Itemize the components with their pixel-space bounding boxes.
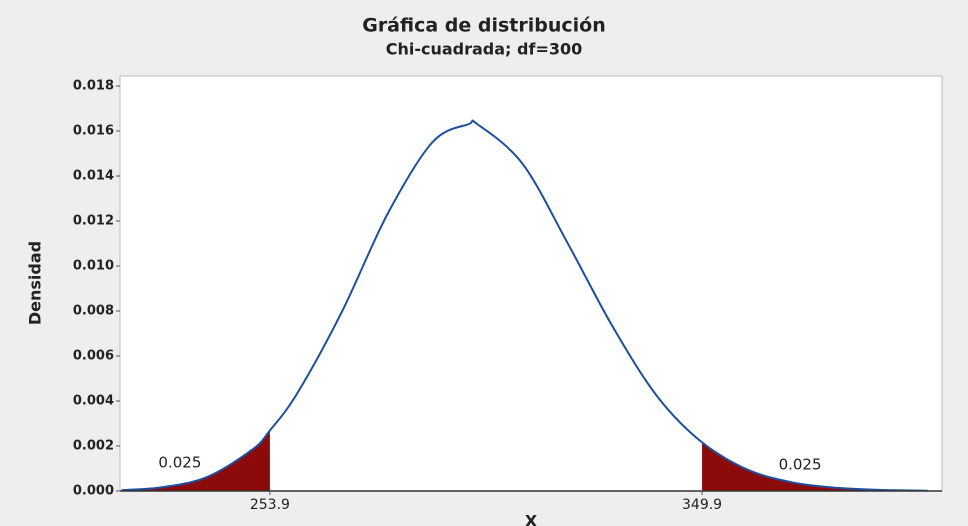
chart-title: Gráfica de distribución xyxy=(362,15,606,37)
y-tick-label: 0.010 xyxy=(73,259,114,274)
chart-subtitle: Chi-cuadrada; df=300 xyxy=(386,40,583,59)
x-tick-label: 253.9 xyxy=(250,497,290,513)
y-tick-label: 0.008 xyxy=(73,304,114,319)
y-tick-label: 0.016 xyxy=(73,124,114,139)
tail-area-label: 0.025 xyxy=(779,456,822,474)
tail-area-label: 0.025 xyxy=(158,454,201,472)
tail-area xyxy=(121,430,270,491)
y-tick-label: 0.014 xyxy=(73,169,114,184)
tail-area xyxy=(702,442,928,491)
y-tick-label: 0.012 xyxy=(73,214,114,229)
x-tick-label: 349.9 xyxy=(682,497,722,513)
y-tick-label: 0.000 xyxy=(73,484,114,499)
x-axis-label: X xyxy=(525,512,538,526)
y-tick-label: 0.004 xyxy=(73,394,114,409)
y-tick-label: 0.006 xyxy=(73,349,114,364)
density-curve xyxy=(121,119,928,491)
y-tick-label: 0.018 xyxy=(73,79,114,94)
plot-area xyxy=(119,75,943,492)
y-axis-label: Densidad xyxy=(26,241,45,325)
y-tick-label: 0.002 xyxy=(73,439,114,454)
